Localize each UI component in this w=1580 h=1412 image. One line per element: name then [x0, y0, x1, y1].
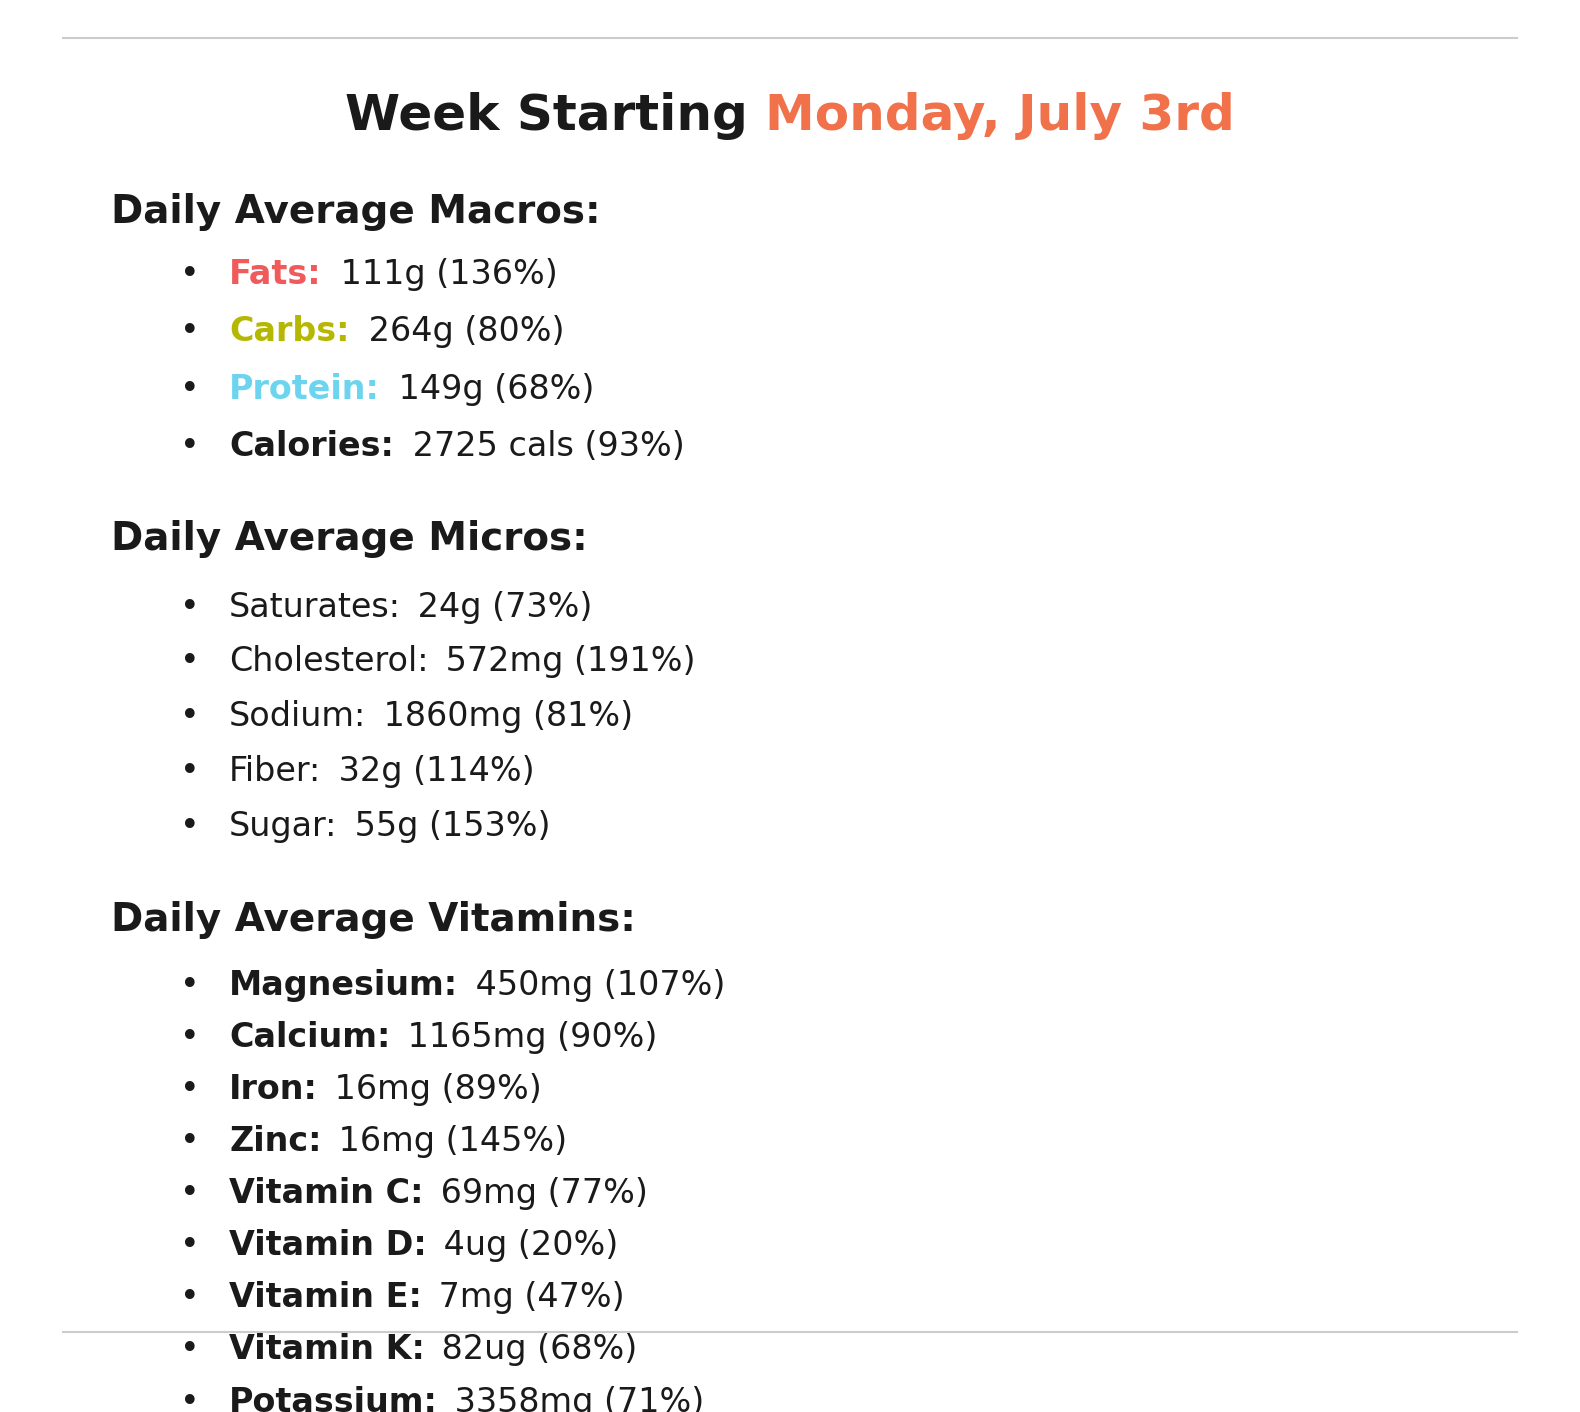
- Text: Potassium:: Potassium:: [229, 1385, 438, 1412]
- Text: Calcium:: Calcium:: [229, 1021, 390, 1053]
- Text: Daily Average Vitamins:: Daily Average Vitamins:: [111, 901, 635, 939]
- Text: Calories:: Calories:: [229, 431, 393, 463]
- Text: •: •: [180, 645, 199, 678]
- Text: Fats:: Fats:: [229, 257, 322, 291]
- Text: 572mg (191%): 572mg (191%): [435, 645, 695, 678]
- Text: 2725 cals (93%): 2725 cals (93%): [401, 431, 684, 463]
- Text: •: •: [180, 700, 199, 733]
- Text: 4ug (20%): 4ug (20%): [433, 1230, 618, 1262]
- Text: Iron:: Iron:: [229, 1073, 318, 1106]
- Text: •: •: [180, 590, 199, 624]
- Text: •: •: [180, 1281, 199, 1315]
- Text: •: •: [180, 1230, 199, 1262]
- Text: 149g (68%): 149g (68%): [387, 373, 594, 405]
- Text: •: •: [180, 431, 199, 463]
- Text: 32g (114%): 32g (114%): [327, 755, 534, 788]
- Text: Carbs:: Carbs:: [229, 315, 349, 349]
- Text: 82ug (68%): 82ug (68%): [431, 1333, 638, 1367]
- Text: Zinc:: Zinc:: [229, 1125, 322, 1158]
- Text: 111g (136%): 111g (136%): [330, 257, 558, 291]
- Text: 24g (73%): 24g (73%): [408, 590, 592, 624]
- Text: •: •: [180, 1073, 199, 1106]
- Text: Sugar:: Sugar:: [229, 810, 338, 843]
- Text: •: •: [180, 810, 199, 843]
- Text: Vitamin E:: Vitamin E:: [229, 1281, 422, 1315]
- Text: 16mg (89%): 16mg (89%): [324, 1073, 542, 1106]
- Text: 450mg (107%): 450mg (107%): [465, 969, 725, 1003]
- Text: Week Starting Monday, July 3rd: Week Starting Monday, July 3rd: [344, 93, 1236, 140]
- Text: Magnesium:: Magnesium:: [229, 969, 458, 1003]
- Text: •: •: [180, 755, 199, 788]
- Text: 1165mg (90%): 1165mg (90%): [397, 1021, 657, 1053]
- Text: Saturates:: Saturates:: [229, 590, 401, 624]
- Text: Protein:: Protein:: [229, 373, 379, 405]
- Text: 264g (80%): 264g (80%): [357, 315, 564, 349]
- Text: •: •: [180, 1021, 199, 1053]
- Text: Cholesterol:: Cholesterol:: [229, 645, 428, 678]
- Text: •: •: [180, 1333, 199, 1367]
- Text: •: •: [180, 1125, 199, 1158]
- Text: 3358mg (71%): 3358mg (71%): [444, 1385, 705, 1412]
- Text: Daily Average Macros:: Daily Average Macros:: [111, 193, 600, 232]
- Text: Week Starting: Week Starting: [344, 93, 765, 140]
- Text: Sodium:: Sodium:: [229, 700, 367, 733]
- Text: Vitamin K:: Vitamin K:: [229, 1333, 425, 1367]
- Text: 55g (153%): 55g (153%): [344, 810, 550, 843]
- Text: •: •: [180, 257, 199, 291]
- Text: •: •: [180, 1385, 199, 1412]
- Text: Fiber:: Fiber:: [229, 755, 321, 788]
- Text: 1860mg (81%): 1860mg (81%): [373, 700, 634, 733]
- Text: •: •: [180, 315, 199, 349]
- Text: Vitamin D:: Vitamin D:: [229, 1230, 427, 1262]
- Text: 7mg (47%): 7mg (47%): [428, 1281, 626, 1315]
- Text: Monday, July 3rd: Monday, July 3rd: [765, 93, 1236, 140]
- Text: •: •: [180, 969, 199, 1003]
- Text: Daily Average Micros:: Daily Average Micros:: [111, 520, 588, 558]
- Text: 69mg (77%): 69mg (77%): [430, 1178, 648, 1210]
- Text: Vitamin C:: Vitamin C:: [229, 1178, 423, 1210]
- Text: 16mg (145%): 16mg (145%): [329, 1125, 567, 1158]
- Text: •: •: [180, 1178, 199, 1210]
- Text: •: •: [180, 373, 199, 405]
